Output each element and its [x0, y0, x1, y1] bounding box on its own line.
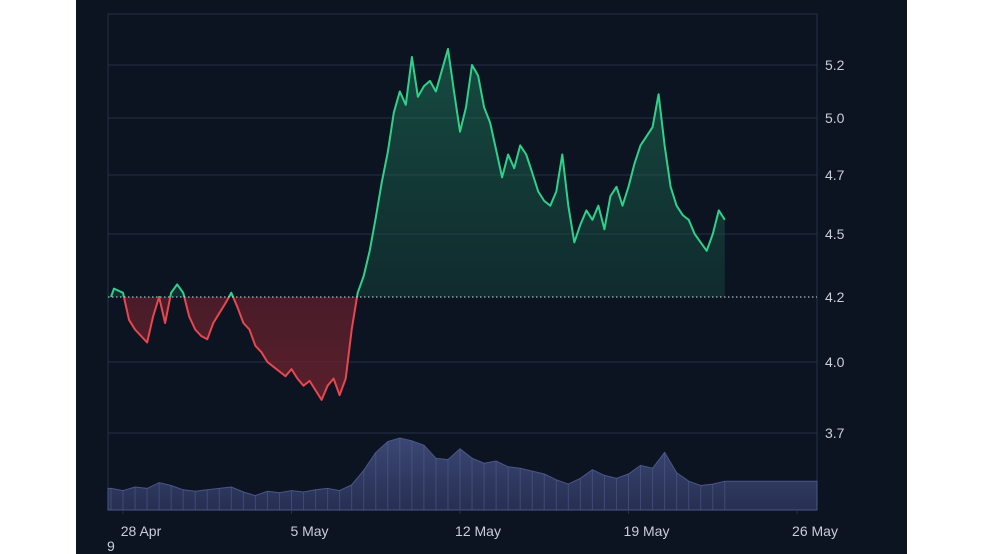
area-below-baseline: [111, 297, 725, 400]
line-below-baseline: [111, 297, 359, 401]
price-area: [111, 49, 725, 400]
y-tick-label: 3.7: [825, 425, 845, 441]
x-tick-label: 28 Apr: [121, 523, 162, 539]
x-axis: 28 Apr 5 May 12 May 19 May 26 May: [121, 510, 838, 539]
y-tick-label: 5.2: [825, 57, 845, 73]
y-tick-label: 5.0: [825, 110, 845, 126]
y-tick-label: 4.2: [825, 289, 845, 305]
y-tick-label: 4.7: [825, 167, 845, 183]
x-tick-label: 26 May: [792, 523, 838, 539]
y-tick-label: 4.0: [825, 354, 845, 370]
line-above-baseline: [110, 48, 726, 297]
volume-bars: [107, 437, 818, 511]
volume-area: [107, 437, 818, 511]
price-line: [110, 48, 726, 401]
area-above-baseline: [111, 49, 725, 297]
x-tick-label: 5 May: [290, 523, 328, 539]
y-axis: 5.2 5.0 4.7 4.5 4.2 4.0 3.7: [825, 57, 845, 441]
corner-note: 9: [107, 538, 115, 554]
y-tick-label: 4.5: [825, 226, 845, 242]
x-tick-label: 19 May: [624, 523, 670, 539]
x-tick-label: 12 May: [455, 523, 501, 539]
